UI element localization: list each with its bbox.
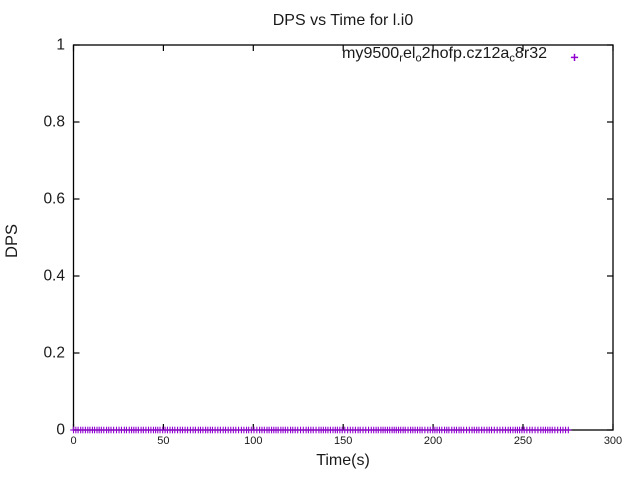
svg-text:0.6: 0.6: [43, 191, 65, 208]
svg-text:200: 200: [424, 435, 442, 447]
svg-text:0: 0: [70, 435, 76, 447]
svg-text:Time(s): Time(s): [316, 452, 370, 469]
svg-text:my9500relo2nofp.cz12ac8r32: my9500relo2nofp.cz12ac8r32: [342, 44, 547, 65]
svg-text:0.8: 0.8: [43, 114, 65, 131]
svg-text:DPS vs Time for l.i0: DPS vs Time for l.i0: [273, 12, 414, 29]
svg-text:0.2: 0.2: [43, 345, 65, 362]
svg-text:0.4: 0.4: [43, 268, 65, 285]
svg-text:50: 50: [157, 435, 169, 447]
svg-text:100: 100: [244, 435, 262, 447]
svg-text:150: 150: [334, 435, 352, 447]
svg-text:0: 0: [56, 422, 65, 439]
svg-text:DPS: DPS: [3, 224, 21, 258]
svg-text:250: 250: [514, 435, 532, 447]
svg-text:300: 300: [604, 435, 622, 447]
svg-text:1: 1: [56, 37, 65, 54]
